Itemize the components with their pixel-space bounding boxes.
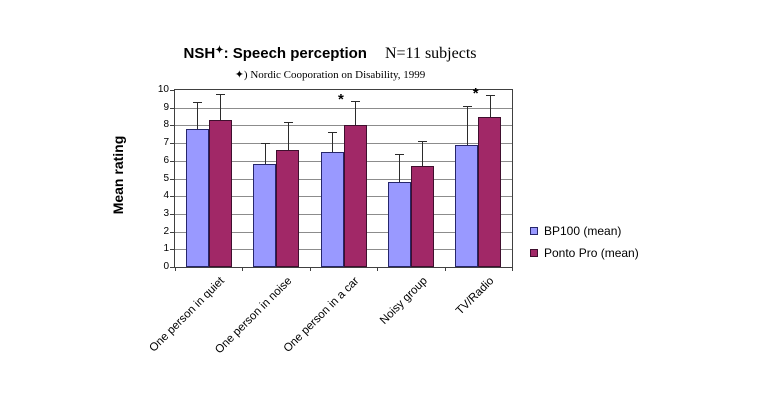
x-axis-category-label: One person in quiet — [147, 275, 228, 355]
bar-bp100 — [320, 151, 344, 267]
legend-label: Ponto Pro (mean) — [544, 246, 639, 260]
error-bar-cap — [351, 100, 360, 102]
y-tick-label: 1 — [163, 243, 169, 255]
chart-title-subjects: N=11 subjects — [384, 45, 477, 62]
error-bar-cap — [283, 121, 293, 123]
y-tick-mark — [170, 160, 175, 162]
legend-swatch-icon — [530, 227, 538, 235]
error-bar-line — [422, 141, 424, 167]
x-tick-mark — [444, 267, 446, 271]
y-tick-label: 2 — [163, 225, 169, 237]
error-bar-line — [399, 153, 401, 183]
error-bar-line — [197, 102, 199, 129]
y-tick-mark — [170, 249, 175, 251]
legend-item-bp100: BP100 (mean) — [530, 224, 639, 238]
error-bar-line — [287, 121, 289, 151]
y-tick-label: 5 — [163, 172, 169, 184]
y-tick-mark — [170, 231, 175, 233]
x-axis-category-label: TV/Radio — [454, 275, 497, 318]
y-tick-mark — [170, 213, 175, 215]
error-bar-cap — [395, 153, 405, 155]
star-superscript-icon: ✦ — [215, 45, 224, 56]
y-tick-label: 4 — [163, 190, 169, 202]
x-axis-category-label: Noisy group — [377, 275, 430, 327]
bar-bp100 — [253, 164, 277, 267]
x-tick-mark — [242, 267, 244, 271]
y-tick-label: 9 — [163, 101, 169, 113]
bar-bp100 — [185, 128, 209, 267]
legend-swatch-icon — [530, 249, 538, 257]
y-tick-label: 7 — [163, 137, 169, 149]
significance-asterisk: * — [472, 85, 479, 103]
bar-bp100 — [387, 182, 411, 267]
x-axis-category-label: One person in a car — [282, 275, 362, 355]
chart-title-main: NSH✦: Speech perception — [184, 45, 367, 62]
error-bar-cap — [485, 95, 495, 97]
error-bar-cap — [260, 143, 270, 145]
chart-footnote: ✦) Nordic Cooporation on Disability, 199… — [234, 69, 426, 81]
x-tick-mark — [175, 267, 176, 271]
y-tick-mark — [170, 107, 175, 109]
legend-label: BP100 (mean) — [544, 224, 622, 238]
y-tick-label: 3 — [163, 207, 169, 219]
error-bar-line — [355, 100, 356, 126]
bar-bp100 — [455, 144, 479, 267]
legend-item-ponto-pro: Ponto Pro (mean) — [530, 246, 639, 260]
y-gridline — [175, 107, 512, 109]
error-bar-cap — [328, 132, 337, 134]
y-tick-label: 6 — [163, 154, 169, 166]
legend: BP100 (mean) Ponto Pro (mean) — [530, 224, 639, 268]
y-tick-mark — [170, 196, 175, 198]
error-bar-cap — [418, 141, 428, 143]
error-bar-line — [264, 143, 266, 165]
y-tick-label: 8 — [163, 119, 169, 131]
chart-title: NSH✦: Speech perception N=11 subjects — [130, 45, 530, 63]
y-tick-mark — [170, 125, 175, 127]
x-tick-mark — [377, 267, 379, 271]
bar-ponto-pro — [276, 150, 300, 267]
error-bar-cap — [193, 102, 203, 104]
y-tick-label: 0 — [163, 261, 169, 272]
bar-ponto-pro — [410, 166, 434, 267]
error-bar-line — [220, 93, 222, 121]
bar-ponto-pro — [478, 116, 502, 267]
y-tick-mark — [170, 267, 175, 268]
error-bar-cap — [216, 93, 226, 95]
x-tick-mark — [309, 267, 311, 271]
error-bar-line — [466, 105, 468, 145]
y-tick-mark — [170, 143, 175, 145]
bar-ponto-pro — [343, 125, 367, 267]
y-tick-mark — [170, 178, 175, 180]
significance-asterisk: * — [338, 90, 344, 108]
y-tick-label: 10 — [157, 84, 169, 95]
error-bar-line — [489, 95, 491, 117]
chart-title-text: : Speech perception — [223, 45, 367, 62]
x-tick-mark — [512, 267, 513, 271]
error-bar-cap — [462, 105, 472, 107]
bar-ponto-pro — [208, 120, 232, 267]
y-axis-title: Mean rating — [110, 135, 126, 215]
y-tick-mark — [170, 90, 175, 91]
chart-title-prefix: NSH — [183, 45, 216, 62]
error-bar-line — [332, 132, 333, 152]
